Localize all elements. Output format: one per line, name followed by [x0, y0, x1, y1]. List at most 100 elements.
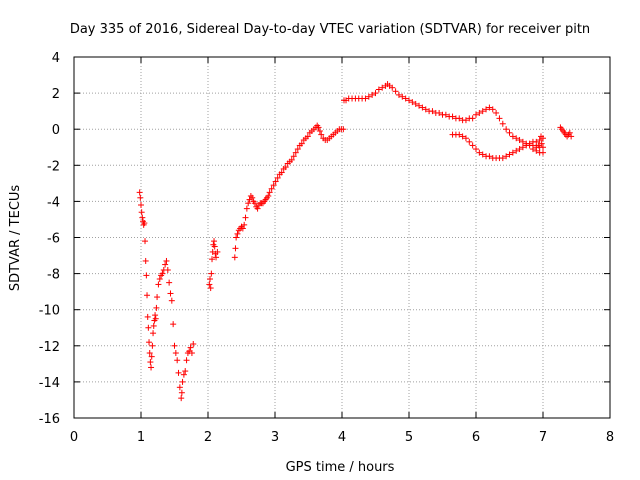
data-point: [469, 142, 476, 149]
data-point: [170, 321, 177, 328]
data-point: [499, 120, 506, 127]
data-point: [526, 140, 533, 147]
x-tick-label: 2: [204, 430, 212, 445]
data-point: [155, 281, 162, 288]
data-point: [516, 137, 523, 144]
data-point: [272, 178, 279, 185]
data-point: [509, 133, 516, 140]
data-point: [268, 185, 275, 192]
data-point: [265, 192, 272, 199]
data-point: [294, 146, 301, 153]
data-point: [369, 91, 376, 98]
y-tick-label: -12: [39, 340, 60, 355]
data-point: [479, 151, 486, 158]
data-point: [290, 153, 297, 160]
data-point: [152, 315, 159, 322]
data-point: [529, 146, 536, 153]
data-point: [178, 389, 185, 396]
data-point: [182, 368, 189, 375]
data-point: [145, 324, 152, 331]
data-point: [245, 200, 252, 207]
data-point: [540, 149, 546, 156]
data-point: [535, 142, 542, 149]
data-point: [523, 142, 530, 149]
data-point: [292, 149, 299, 156]
data-point: [503, 126, 510, 133]
data-point: [150, 322, 157, 329]
data-point: [536, 137, 543, 144]
data-point: [187, 344, 194, 351]
data-point: [164, 266, 171, 273]
data-point: [533, 138, 540, 145]
data-point: [213, 254, 220, 261]
data-point: [174, 357, 181, 364]
data-point: [234, 230, 241, 237]
data-point: [372, 90, 379, 97]
data-point: [469, 115, 476, 122]
data-point: [142, 257, 149, 264]
data-point: [476, 149, 483, 156]
data-point: [206, 281, 213, 288]
data-point: [162, 261, 169, 268]
y-tick-label: -10: [39, 304, 60, 319]
y-tick-label: -2: [47, 159, 60, 174]
data-point: [231, 254, 238, 261]
data-point: [148, 364, 155, 371]
x-tick-labels: 0 1 2 3 4 5 6 7 8: [70, 430, 614, 445]
data-point: [156, 276, 163, 283]
data-point: [146, 339, 153, 346]
y-tick-labels: -16 -14 -12 -10 -8 -6 -4 -2 0 2 4: [39, 51, 60, 427]
data-point: [178, 395, 185, 402]
data-point: [180, 371, 187, 378]
data-point: [449, 113, 456, 120]
data-point: [473, 146, 479, 153]
data-point: [298, 140, 305, 147]
data-point: [163, 257, 170, 264]
data-point: [489, 106, 496, 113]
data-point: [146, 350, 153, 357]
data-point: [318, 131, 325, 138]
data-point: [392, 88, 399, 95]
data-point: [136, 189, 143, 196]
data-point: [513, 135, 520, 142]
x-tick-label: 3: [271, 430, 279, 445]
data-point: [473, 111, 479, 118]
data-point: [416, 102, 423, 109]
data-point: [190, 340, 197, 347]
data-point: [138, 209, 145, 216]
data-point: [493, 109, 500, 116]
data-point: [506, 151, 513, 158]
x-tick-label: 0: [70, 430, 78, 445]
y-tick-label: -6: [47, 232, 60, 247]
data-point: [519, 144, 526, 151]
data-point: [143, 272, 150, 279]
y-tick-label: 4: [52, 51, 60, 66]
data-point: [483, 106, 490, 113]
x-axis-label: GPS time / hours: [286, 460, 395, 475]
data-point: [171, 342, 178, 349]
data-point: [152, 312, 159, 319]
data-point: [288, 156, 295, 163]
data-point: [144, 292, 151, 299]
data-point: [172, 350, 179, 357]
x-tick-label: 5: [405, 430, 413, 445]
data-point: [365, 93, 372, 100]
y-tick-label: -16: [39, 412, 60, 427]
x-tick-label: 1: [137, 430, 145, 445]
y-tick-label: 2: [52, 87, 60, 102]
data-point: [316, 128, 323, 135]
data-point: [540, 144, 546, 151]
data-point: [496, 115, 503, 122]
data-point: [399, 93, 406, 100]
data-point: [516, 146, 523, 153]
x-tick-label: 4: [338, 430, 346, 445]
data-point: [167, 290, 174, 297]
data-point: [207, 276, 214, 283]
data-point: [137, 194, 144, 201]
x-tick-label: 7: [539, 430, 547, 445]
data-point: [538, 140, 545, 147]
data-point: [274, 174, 281, 181]
data-point: [251, 200, 258, 207]
data-point: [456, 131, 463, 138]
